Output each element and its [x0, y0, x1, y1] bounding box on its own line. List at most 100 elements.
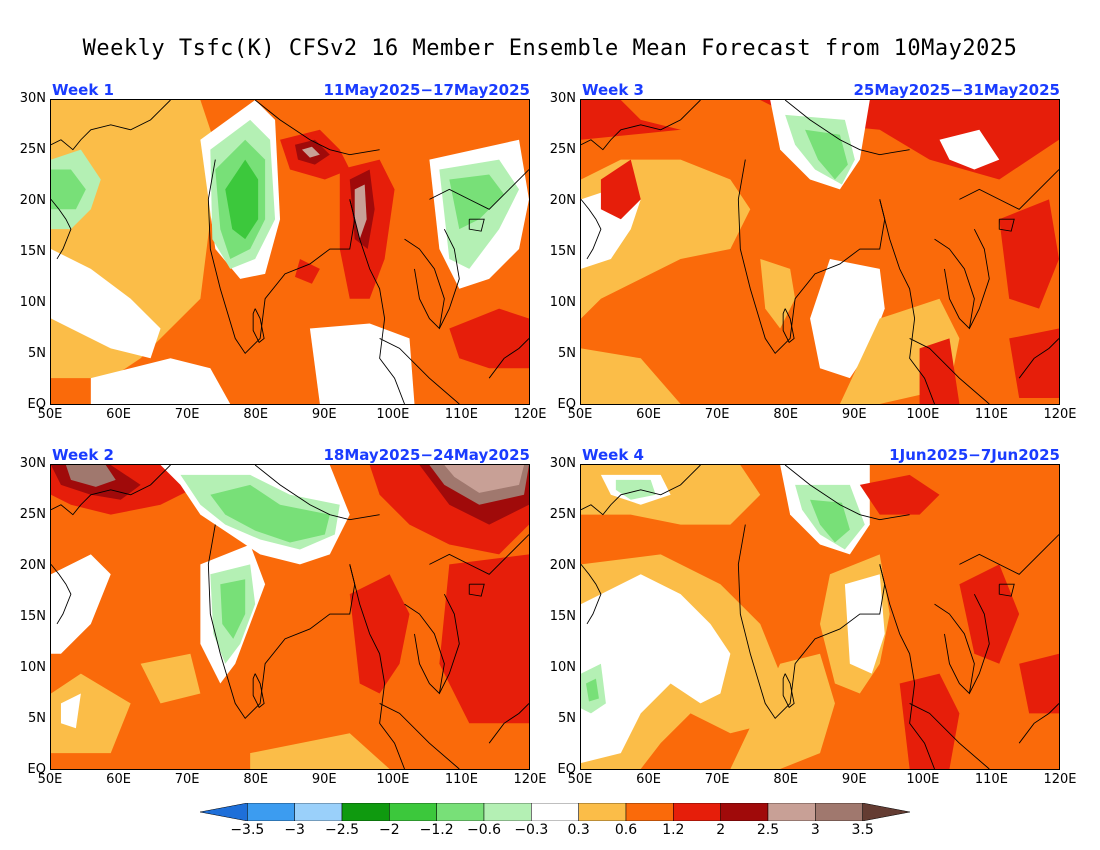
- anomaly-region: [1009, 328, 1059, 399]
- anomaly-region: [844, 574, 885, 674]
- longitude-tick-label: 70E: [704, 407, 730, 422]
- anomaly-region: [439, 554, 529, 724]
- borneo-coast: [1018, 703, 1059, 744]
- anomaly-region: [959, 564, 1020, 664]
- colorbar-tick-label: 2: [716, 822, 726, 838]
- anomaly-region: [600, 159, 641, 220]
- longitude-tick-label: 60E: [636, 772, 661, 787]
- myanmar-malaya-coast: [879, 564, 935, 769]
- figure-title: Weekly Tsfc(K) CFSv2 16 Member Ensemble …: [82, 36, 1018, 61]
- latitude-tick-label: 30N: [19, 456, 46, 471]
- panel-week-2: Week 2 18May2025−24May2025: [50, 446, 530, 770]
- colorbar: [200, 803, 910, 821]
- vietnam-coast: [968, 228, 990, 329]
- week-label: Week 4: [582, 446, 644, 464]
- week-label: Week 3: [582, 81, 644, 99]
- anomaly-region: [810, 499, 850, 543]
- colorbar-swatch: [625, 803, 674, 821]
- himalaya-border: [784, 100, 910, 156]
- sri-lanka: [252, 308, 265, 344]
- colorbar-swatch: [531, 803, 579, 821]
- map-plot: [50, 464, 530, 770]
- sri-lanka: [782, 308, 795, 344]
- colorbar-tick-label: −1.2: [419, 822, 454, 838]
- myanmar-malaya-coast: [349, 199, 405, 404]
- south-china-coast: [429, 534, 529, 575]
- panel-week-3: Week 3 25May2025−31May2025: [580, 81, 1060, 405]
- africa-horn-coast: [581, 564, 602, 625]
- hainan: [468, 583, 485, 597]
- anomaly-region: [859, 474, 940, 515]
- latitude-tick-label: 5N: [28, 711, 46, 726]
- latitude-tick-label: EQ: [557, 397, 576, 412]
- india-coast: [737, 524, 886, 720]
- anomaly-region: [449, 174, 505, 230]
- anomaly-region: [939, 129, 1000, 170]
- longitude-tick-label: 90E: [311, 772, 337, 787]
- arabia-coast: [51, 465, 171, 516]
- colorbar-swatch: [294, 803, 343, 821]
- borneo-coast: [488, 703, 529, 744]
- myanmar-malaya-coast: [879, 199, 935, 404]
- anomaly-region: [225, 159, 259, 240]
- latitude-tick-label: 5N: [558, 346, 576, 361]
- hainan: [468, 218, 485, 232]
- anomaly-region: [919, 338, 960, 404]
- arabia-coast: [581, 465, 701, 516]
- longitude-tick-label: 50E: [37, 772, 63, 787]
- anomaly-region: [309, 323, 415, 404]
- latitude-tick-label: EQ: [557, 762, 576, 777]
- longitude-tick-label: 110E: [974, 407, 1008, 422]
- panel-week-4: Week 4 1Jun2025−7Jun2025: [580, 446, 1060, 770]
- date-range-label: 25May2025−31May2025: [853, 81, 1060, 99]
- longitude-tick-label: 120E: [1043, 407, 1077, 422]
- longitude-tick-label: 50E: [567, 407, 593, 422]
- anomaly-region: [90, 358, 231, 404]
- colorbar-swatch: [815, 803, 863, 821]
- colorbar-swatch: [862, 803, 910, 821]
- week-label: Week 2: [52, 446, 114, 464]
- colorbar-swatch: [767, 803, 816, 821]
- thailand-coast: [404, 238, 445, 330]
- latitude-tick-label: 20N: [549, 558, 576, 573]
- colorbar-swatch: [720, 803, 769, 821]
- panel-week-1: Week 1 11May2025−17May2025: [50, 81, 530, 405]
- anomaly-region: [449, 308, 529, 369]
- latitude-tick-label: 10N: [19, 295, 46, 310]
- anomaly-region: [60, 693, 81, 729]
- sumatra-coast: [379, 338, 460, 404]
- india-coast: [207, 159, 356, 355]
- myanmar-malaya-coast: [349, 564, 405, 769]
- latitude-tick-label: 10N: [19, 660, 46, 675]
- longitude-tick-label: 100E: [376, 407, 410, 422]
- colorbar-swatch: [389, 803, 437, 821]
- longitude-tick-label: 80E: [243, 407, 269, 422]
- latitude-tick-label: 15N: [19, 244, 46, 259]
- latitude-tick-label: 10N: [549, 660, 576, 675]
- sumatra-coast: [909, 338, 990, 404]
- latitude-tick-label: EQ: [27, 762, 46, 777]
- longitude-tick-label: 90E: [841, 407, 867, 422]
- africa-horn-coast: [51, 564, 72, 625]
- himalaya-border: [254, 465, 380, 521]
- colorbar-swatch: [578, 803, 627, 821]
- map-plot: [50, 99, 530, 405]
- anomaly-region: [899, 673, 960, 769]
- latitude-tick-label: 30N: [549, 456, 576, 471]
- arabia-coast: [581, 100, 701, 151]
- longitude-tick-label: 110E: [444, 772, 478, 787]
- colorbar-swatch: [247, 803, 295, 821]
- latitude-tick-label: 25N: [549, 142, 576, 157]
- longitude-tick-label: 60E: [106, 407, 131, 422]
- latitude-tick-label: 15N: [19, 609, 46, 624]
- map-plot: [580, 99, 1060, 405]
- colorbar-tick-label: 3.5: [851, 822, 874, 838]
- longitude-tick-label: 110E: [974, 772, 1008, 787]
- longitude-tick-label: 80E: [773, 407, 799, 422]
- longitude-tick-label: 100E: [906, 407, 940, 422]
- anomaly-region: [999, 199, 1059, 309]
- anomaly-region: [51, 169, 86, 210]
- india-coast: [737, 159, 886, 355]
- anomaly-region: [220, 579, 246, 639]
- south-china-coast: [959, 534, 1059, 575]
